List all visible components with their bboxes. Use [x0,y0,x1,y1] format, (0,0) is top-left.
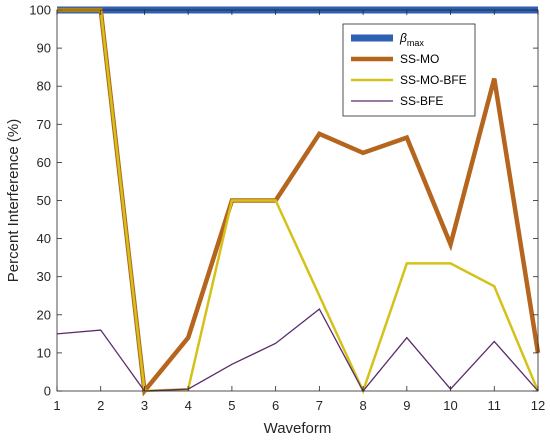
y-tick-label-9: 90 [37,41,51,56]
x-tick-label-7: 8 [359,398,366,413]
y-tick-label-7: 70 [37,117,51,132]
x-tick-label-11: 12 [531,398,545,413]
x-tick-label-6: 7 [316,398,323,413]
x-tick-label-8: 9 [403,398,410,413]
series-line-3 [56,308,539,393]
y-tick-label-3: 30 [37,269,51,284]
y-tick-label-5: 50 [37,193,51,208]
x-tick-label-2: 3 [141,398,148,413]
series-line-2 [57,8,540,395]
y-axis-title: Percent Interference (%) [5,119,22,282]
x-tick-label-0: 1 [53,398,60,413]
legend-label-3: SS-BFE [400,94,443,108]
x-tick-label-1: 2 [97,398,104,413]
x-tick-label-5: 6 [272,398,279,413]
x-axis-title: Waveform [264,420,332,437]
legend-label-subscript-0: max [407,38,425,48]
y-tick-label-2: 20 [37,307,51,322]
y-tick-label-6: 60 [37,155,51,170]
x-tick-label-10: 11 [488,398,502,413]
y-tick-label-0: 0 [44,384,51,399]
y-tick-label-1: 10 [37,345,51,360]
x-tick-label-3: 4 [185,398,192,413]
y-tick-label-8: 80 [37,79,51,94]
x-tick-label-4: 5 [228,398,235,413]
x-tick-label-9: 10 [443,398,457,413]
legend-label-2: SS-MO-BFE [400,73,467,87]
y-tick-label-10: 100 [29,3,51,18]
y-tick-label-4: 40 [37,231,51,246]
legend-label-1: SS-MO [400,52,439,66]
